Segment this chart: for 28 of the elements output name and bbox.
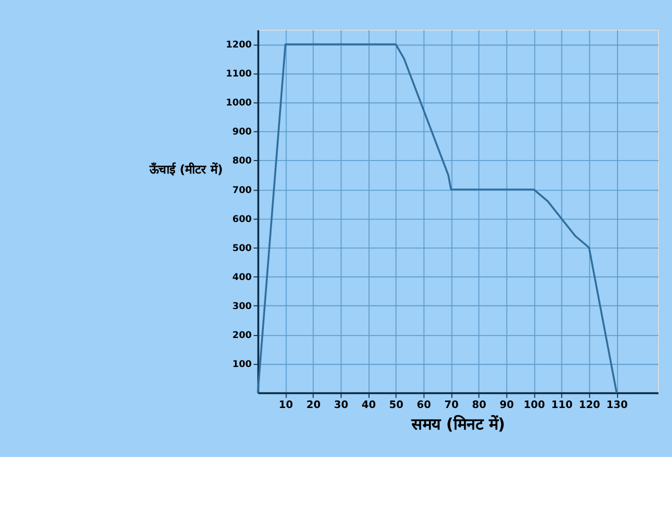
x-tick-label: 90 — [500, 400, 514, 412]
x-tick-label: 110 — [551, 400, 573, 412]
x-tick-label: 120 — [578, 400, 600, 412]
y-tick-label: 800 — [232, 156, 252, 167]
y-tick-label: 1100 — [226, 68, 252, 80]
x-tick-label: 70 — [444, 400, 459, 412]
y-tick-label: 900 — [232, 126, 252, 138]
y-axis-title: ऊँचाई (मीटर में) — [148, 162, 223, 177]
x-axis-title: समय (मिनट में) — [410, 414, 506, 434]
y-tick-label: 500 — [232, 242, 252, 254]
x-tick-label: 10 — [278, 400, 293, 412]
y-tick-label: 100 — [232, 358, 252, 370]
y-tick-label: 400 — [232, 272, 252, 283]
x-tick-label: 100 — [524, 400, 545, 412]
y-tick-label: 1200 — [226, 40, 252, 51]
x-tick-label: 30 — [334, 400, 348, 412]
x-tick-label: 130 — [606, 400, 628, 412]
x-tick-label: 40 — [362, 400, 376, 412]
y-tick-label: 1000 — [226, 98, 252, 109]
x-tick-label: 20 — [306, 400, 321, 412]
line-series — [256, 43, 618, 394]
x-tick-label: 80 — [472, 400, 486, 412]
x-tick-label: 60 — [416, 400, 432, 412]
y-tick-label: 700 — [232, 184, 252, 196]
y-tick-label: 600 — [232, 214, 252, 225]
y-tick-label: 200 — [232, 330, 252, 341]
x-tick-label: 50 — [389, 400, 404, 412]
y-tick-label: 300 — [232, 300, 252, 312]
